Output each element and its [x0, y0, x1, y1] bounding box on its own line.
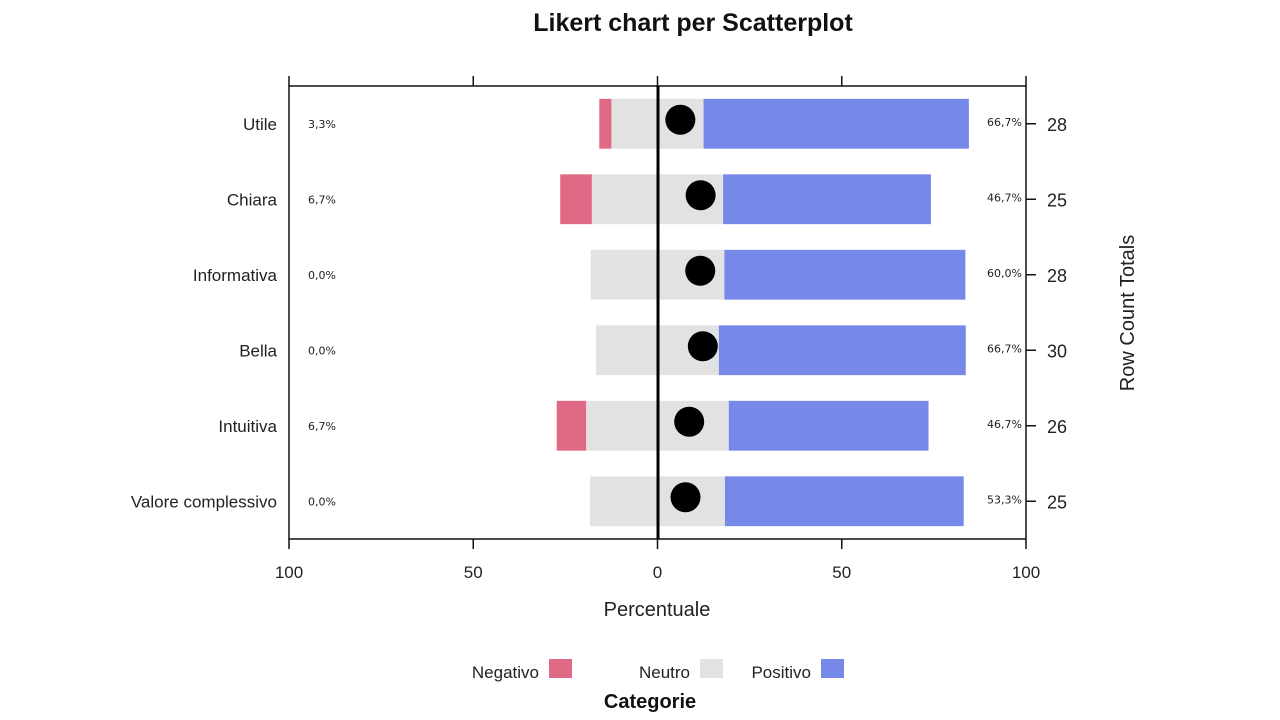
- bars-layer: [556, 98, 969, 527]
- legend-swatch-negativo: [549, 659, 572, 678]
- positive-pct-label-3: 66,7%: [987, 342, 1022, 355]
- x-tick-label-3: 50: [832, 563, 851, 582]
- category-label-5: Valore complessivo: [131, 492, 277, 511]
- point-2: [685, 255, 716, 286]
- bar-positivo-2: [724, 249, 966, 300]
- point-1: [685, 180, 716, 211]
- bar-positivo-3: [718, 325, 966, 376]
- negative-pct-label-5: 0,0%: [308, 495, 336, 508]
- bar-positivo-4: [728, 400, 929, 451]
- legend-label-neutro: Neutro: [639, 663, 690, 682]
- legend-label-negativo: Negativo: [472, 663, 539, 682]
- negative-pct-label-2: 0,0%: [308, 269, 336, 282]
- legend: Negativo Neutro Positivo: [472, 659, 844, 682]
- positive-pct-label-1: 46,7%: [987, 191, 1022, 204]
- x-tick-label-4: 100: [1012, 563, 1040, 582]
- row-total-label-3: 30: [1047, 341, 1067, 361]
- right-axis-title: Row Count Totals: [1117, 235, 1139, 391]
- labels-layer: Utile 3,3% 66,7% 28 Chiara 6,7% 46,7% 25 Informa…: [131, 115, 1067, 582]
- positive-pct-label-4: 46,7%: [987, 418, 1022, 431]
- bar-negativo-0: [599, 98, 612, 149]
- x-axis-title: Percentuale: [604, 599, 711, 621]
- legend-title: Categorie: [604, 691, 696, 713]
- bar-negativo-1: [560, 174, 592, 225]
- negative-pct-label-0: 3,3%: [308, 118, 336, 131]
- point-5: [670, 482, 701, 513]
- legend-swatch-neutro: [700, 659, 723, 678]
- bar-negativo-4: [556, 400, 587, 451]
- legend-swatch-positivo: [821, 659, 844, 678]
- bar-positivo-0: [703, 98, 969, 149]
- row-total-label-4: 26: [1047, 417, 1067, 437]
- ticks-layer: [288, 76, 1036, 549]
- bar-positivo-1: [723, 174, 931, 225]
- legend-label-positivo: Positivo: [751, 663, 811, 682]
- negative-pct-label-4: 6,7%: [308, 420, 336, 433]
- x-tick-label-0: 100: [275, 563, 303, 582]
- row-total-label-5: 25: [1047, 492, 1067, 512]
- category-label-2: Informativa: [193, 266, 278, 285]
- points-layer: [665, 104, 718, 513]
- chart-title: Likert chart per Scatterplot: [533, 9, 853, 37]
- row-total-label-0: 28: [1047, 115, 1067, 135]
- point-3: [687, 331, 718, 362]
- point-4: [674, 406, 705, 437]
- point-0: [665, 104, 696, 135]
- positive-pct-label-5: 53,3%: [987, 493, 1022, 506]
- negative-pct-label-3: 0,0%: [308, 344, 336, 357]
- category-label-4: Intuitiva: [218, 417, 277, 436]
- x-tick-label-1: 50: [464, 563, 483, 582]
- bar-positivo-5: [724, 476, 964, 527]
- negative-pct-label-1: 6,7%: [308, 193, 336, 206]
- row-total-label-1: 25: [1047, 190, 1067, 210]
- positive-pct-label-0: 66,7%: [987, 116, 1022, 129]
- category-label-0: Utile: [243, 115, 277, 134]
- category-label-3: Bella: [239, 341, 277, 360]
- positive-pct-label-2: 60,0%: [987, 267, 1022, 280]
- x-tick-label-2: 0: [653, 563, 662, 582]
- row-total-label-2: 28: [1047, 266, 1067, 286]
- category-label-1: Chiara: [227, 190, 278, 209]
